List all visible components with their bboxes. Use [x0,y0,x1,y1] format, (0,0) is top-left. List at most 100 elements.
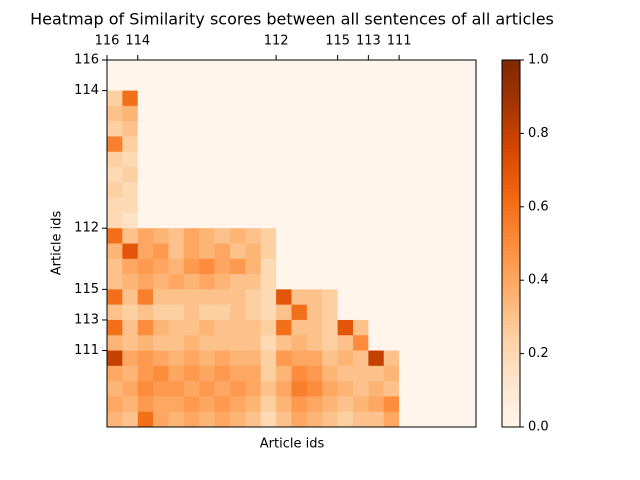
heatmap-cell [245,105,262,122]
heatmap-cell [353,381,369,397]
heatmap-cell [122,167,139,183]
colorbar-swatch [502,159,520,164]
colorbar-swatch [502,148,520,153]
heatmap-cell [230,411,246,428]
heatmap-cell [276,75,292,91]
heatmap-cell [276,396,292,413]
colorbar-swatch [502,419,520,424]
colorbar-swatch [502,115,520,120]
heatmap-cell [183,167,200,183]
heatmap-cell [306,90,323,107]
heatmap-cell [291,411,308,428]
heatmap-cell [199,151,215,168]
heatmap-cell [306,411,323,428]
heatmap-cell [414,90,431,107]
colorbar-swatch [502,272,520,278]
heatmap-cell [337,411,354,428]
heatmap-cell [337,350,354,367]
heatmap-cell [429,304,446,321]
heatmap-cell [122,151,139,168]
heatmap-cell [353,411,369,428]
heatmap-cell [337,243,354,260]
heatmap-cell [291,105,308,122]
heatmap-cell [445,335,461,351]
heatmap-cell [137,228,154,244]
heatmap-cell [183,335,200,351]
heatmap-cell [153,212,169,229]
heatmap-cell [168,396,185,413]
heatmap-cell [183,411,200,428]
heatmap-cell [245,136,262,153]
colorbar-swatch [502,335,520,340]
heatmap-cell [199,212,215,229]
heatmap-cell [183,75,200,91]
heatmap-cell [368,182,385,198]
heatmap-cell [306,151,323,168]
heatmap-cell [291,365,308,382]
heatmap-cell [153,274,169,290]
heatmap-cell [445,381,461,397]
heatmap-cell [230,151,246,168]
heatmap-cell [122,75,139,91]
heatmap-cell [260,167,277,183]
y-tick-label: 113 [74,312,99,327]
x-tick-label: 116 [95,34,120,49]
heatmap-cell [322,365,338,382]
heatmap-cell [276,121,292,137]
heatmap-cell [183,243,200,260]
heatmap-cell [460,335,477,351]
heatmap-cell [153,121,169,137]
heatmap-cell [183,396,200,413]
heatmap-cell [214,182,231,198]
heatmap-cell [291,228,308,244]
heatmap-cell [322,182,338,198]
heatmap-cell [260,396,277,413]
heatmap-cell [383,335,400,351]
heatmap-cell [214,197,231,214]
heatmap-cell [122,365,139,382]
heatmap-cell [122,350,139,367]
heatmap-cell [153,90,169,107]
heatmap-cell [291,381,308,397]
colorbar-swatch [502,338,520,344]
colorbar-swatch [502,342,520,347]
colorbar-swatch [502,309,520,314]
heatmap-cell [168,243,185,260]
heatmap-cell [383,274,400,290]
heatmap-cell [414,197,431,214]
x-tick-label: 113 [356,34,381,49]
heatmap-cell [153,335,169,351]
heatmap-cell [168,274,185,290]
colorbar-tick-label: 0.4 [528,273,549,288]
heatmap-cell [368,151,385,168]
heatmap-cell [429,105,446,122]
x-tick-label: 114 [125,34,150,49]
heatmap-cell [107,304,123,321]
heatmap-cell [383,151,400,168]
heatmap-cell [276,304,292,321]
heatmap-cell [137,274,154,290]
heatmap-cell [137,335,154,351]
heatmap-cell [276,243,292,260]
heatmap-cell [291,167,308,183]
y-tick-label: 112 [74,221,99,236]
heatmap-cell [353,121,369,137]
heatmap-cell [107,258,123,275]
heatmap-cell [368,90,385,107]
colorbar-swatch [502,126,520,131]
heatmap-cell [230,258,246,275]
heatmap-cell [445,243,461,260]
heatmap-cell [107,243,123,260]
heatmap-cell [445,258,461,275]
heatmap-cell [291,182,308,198]
heatmap-cell [353,151,369,168]
colorbar-swatch [502,206,520,211]
heatmap-cell [245,365,262,382]
heatmap-cell [107,381,123,397]
heatmap-cell [306,228,323,244]
heatmap-cell [291,136,308,153]
heatmap-cell [214,365,231,382]
heatmap-cell [322,381,338,397]
heatmap-cell [322,319,338,336]
heatmap-cell [414,319,431,336]
